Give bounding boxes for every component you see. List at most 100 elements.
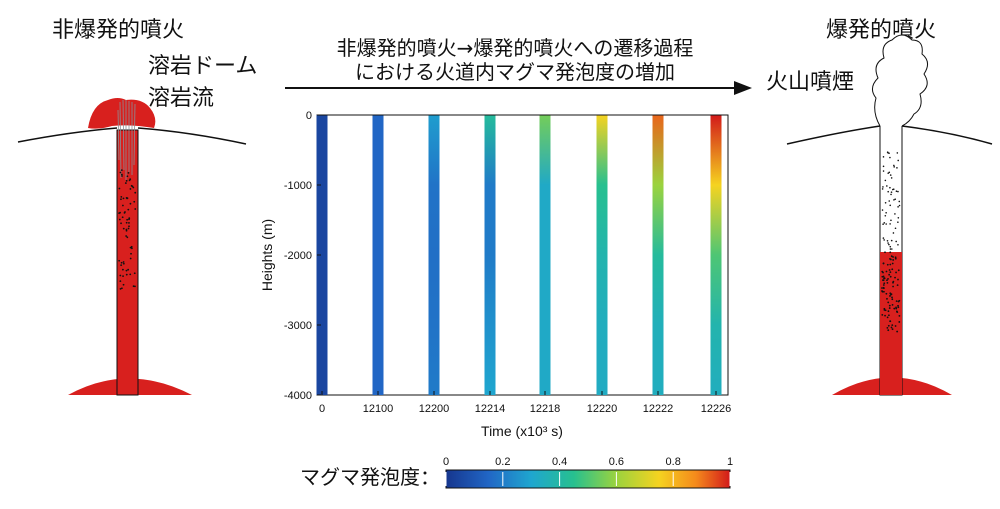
bubble	[888, 200, 891, 202]
bubble	[897, 190, 899, 193]
bubble	[883, 239, 885, 241]
bubble	[886, 263, 889, 266]
bubble	[882, 186, 884, 188]
transition-arrow	[285, 81, 752, 95]
right-conduit-magma	[880, 252, 902, 395]
x-axis-title: Time (x10³ s)	[481, 423, 563, 439]
bubble	[890, 191, 893, 193]
bubble	[883, 222, 886, 224]
bubble	[898, 299, 901, 302]
bubble	[889, 245, 892, 248]
bubble	[133, 200, 136, 203]
right-panel-title: 爆発的噴火	[826, 18, 937, 43]
bubble	[889, 295, 891, 297]
bubble	[889, 320, 892, 323]
bubble	[131, 247, 133, 250]
bubble	[884, 214, 887, 217]
right-ground-left	[786, 125, 881, 145]
left-conduit	[116, 129, 139, 396]
bubble	[894, 213, 896, 215]
bubble	[890, 219, 892, 222]
left-panel-title: 非爆発的噴火	[52, 18, 185, 43]
colorbar-tick-label: 0	[443, 456, 449, 468]
porosity-column-12220	[596, 115, 608, 395]
left-ground-right	[137, 127, 247, 145]
bubble	[887, 329, 890, 332]
bubble	[882, 237, 885, 239]
bubble	[121, 175, 123, 177]
lava-dome-label: 溶岩ドーム	[148, 54, 258, 79]
y-axis-title: Heights (m)	[259, 219, 275, 291]
bubble	[120, 287, 123, 290]
porosity-chart: 0 -1000 -2000 -3000 -4000 0 12100 12200 12214 12…	[259, 110, 731, 439]
bubble	[882, 271, 884, 274]
bubble	[891, 303, 894, 306]
bubble	[885, 223, 887, 225]
left-ground-left	[17, 127, 118, 143]
bubble	[881, 188, 884, 190]
colorbar-tick-label: 0.4	[552, 456, 567, 468]
bubble	[883, 277, 885, 280]
bubble	[897, 304, 899, 307]
bubble	[897, 243, 899, 246]
bubble	[884, 309, 887, 312]
bubble	[886, 239, 889, 242]
left-bubbles	[118, 169, 137, 290]
bubble	[126, 175, 129, 178]
bubble	[120, 222, 122, 225]
left-volcano	[17, 98, 247, 396]
bubble	[891, 296, 893, 299]
bubble	[132, 285, 135, 288]
bubble	[125, 273, 128, 276]
bubble	[891, 188, 894, 191]
x-tick-label: 12218	[530, 403, 561, 415]
bubble	[119, 287, 122, 290]
bubble	[128, 179, 131, 182]
chart-columns	[316, 114, 728, 395]
bubble	[895, 306, 897, 309]
bubble	[885, 270, 888, 273]
bubble	[883, 307, 886, 310]
bubble	[128, 217, 131, 220]
bubble	[895, 240, 897, 243]
bubble	[125, 179, 128, 182]
bubble	[881, 275, 884, 278]
bubble	[891, 262, 894, 265]
bubble	[887, 301, 890, 304]
bubble	[891, 248, 893, 250]
bubble	[884, 179, 887, 182]
bubble	[129, 273, 132, 276]
bubble	[886, 316, 889, 319]
bubble	[118, 259, 121, 262]
bubble	[882, 286, 885, 289]
bubble	[124, 182, 127, 184]
bubble	[890, 326, 893, 329]
bubble	[130, 245, 133, 248]
bubble	[894, 256, 897, 259]
colorbar-tick-label: 0.6	[609, 456, 624, 468]
bubble	[890, 255, 893, 258]
bubble	[126, 218, 129, 221]
porosity-column-12200	[428, 115, 440, 395]
bubble	[122, 261, 125, 263]
bubble	[883, 290, 885, 293]
bubble	[897, 269, 900, 272]
bubble	[125, 235, 128, 237]
colorbar: 0 0.2 0.4 0.6 0.8 1	[443, 456, 733, 489]
bubble	[892, 280, 895, 283]
porosity-column-12222	[652, 115, 664, 395]
x-axis-ticks: 0 12100 12200 12214 12218 12220 12222 12226	[319, 391, 731, 415]
bubble	[893, 307, 896, 310]
bubble	[122, 204, 124, 207]
bubble	[889, 271, 892, 274]
bubble	[119, 280, 122, 283]
colorbar-label: マグマ発泡度：	[300, 465, 440, 489]
bubble	[897, 278, 899, 281]
bubble	[887, 190, 889, 193]
bubble	[887, 242, 889, 244]
bubble	[881, 313, 884, 316]
bubble	[887, 310, 890, 313]
bubble	[134, 191, 137, 194]
bubble	[888, 273, 891, 276]
y-tick-label: -3000	[284, 320, 312, 332]
